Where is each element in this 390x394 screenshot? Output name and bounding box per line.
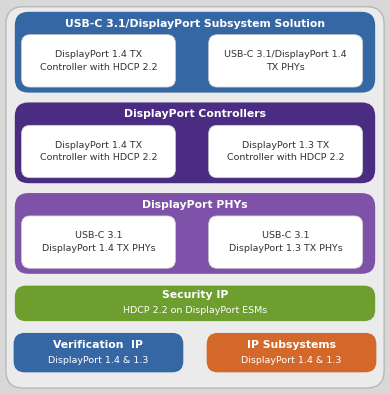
FancyBboxPatch shape <box>15 286 375 321</box>
Text: DisplayPort 1.4 TX
Controller with HDCP 2.2: DisplayPort 1.4 TX Controller with HDCP … <box>40 141 157 162</box>
FancyBboxPatch shape <box>15 193 375 274</box>
Text: DisplayPort 1.3 TX
Controller with HDCP 2.2: DisplayPort 1.3 TX Controller with HDCP … <box>227 141 344 162</box>
FancyBboxPatch shape <box>207 333 376 372</box>
Text: DisplayPort PHYs: DisplayPort PHYs <box>142 200 248 210</box>
FancyBboxPatch shape <box>15 102 375 183</box>
Text: DisplayPort 1.4 & 1.3: DisplayPort 1.4 & 1.3 <box>241 356 342 365</box>
FancyBboxPatch shape <box>15 12 375 93</box>
FancyBboxPatch shape <box>209 35 363 87</box>
Text: Verification  IP: Verification IP <box>53 340 144 350</box>
Text: USB-C 3.1/DisplayPort Subsystem Solution: USB-C 3.1/DisplayPort Subsystem Solution <box>65 19 325 29</box>
Text: DisplayPort Controllers: DisplayPort Controllers <box>124 109 266 119</box>
Text: DisplayPort 1.4 TX
Controller with HDCP 2.2: DisplayPort 1.4 TX Controller with HDCP … <box>40 50 157 72</box>
FancyBboxPatch shape <box>209 216 363 268</box>
Text: USB-C 3.1/DisplayPort 1.4
TX PHYs: USB-C 3.1/DisplayPort 1.4 TX PHYs <box>224 50 347 72</box>
Text: DisplayPort 1.4 & 1.3: DisplayPort 1.4 & 1.3 <box>48 356 149 365</box>
Text: USB-C 3.1
DisplayPort 1.4 TX PHYs: USB-C 3.1 DisplayPort 1.4 TX PHYs <box>42 231 155 253</box>
Text: Security IP: Security IP <box>162 290 228 300</box>
Text: IP Subsystems: IP Subsystems <box>247 340 336 350</box>
Text: HDCP 2.2 on DisplayPort ESMs: HDCP 2.2 on DisplayPort ESMs <box>123 306 267 315</box>
FancyBboxPatch shape <box>21 35 176 87</box>
FancyBboxPatch shape <box>14 333 183 372</box>
Text: USB-C 3.1
DisplayPort 1.3 TX PHYs: USB-C 3.1 DisplayPort 1.3 TX PHYs <box>229 231 342 253</box>
FancyBboxPatch shape <box>21 125 176 178</box>
FancyBboxPatch shape <box>6 7 384 388</box>
FancyBboxPatch shape <box>21 216 176 268</box>
FancyBboxPatch shape <box>209 125 363 178</box>
